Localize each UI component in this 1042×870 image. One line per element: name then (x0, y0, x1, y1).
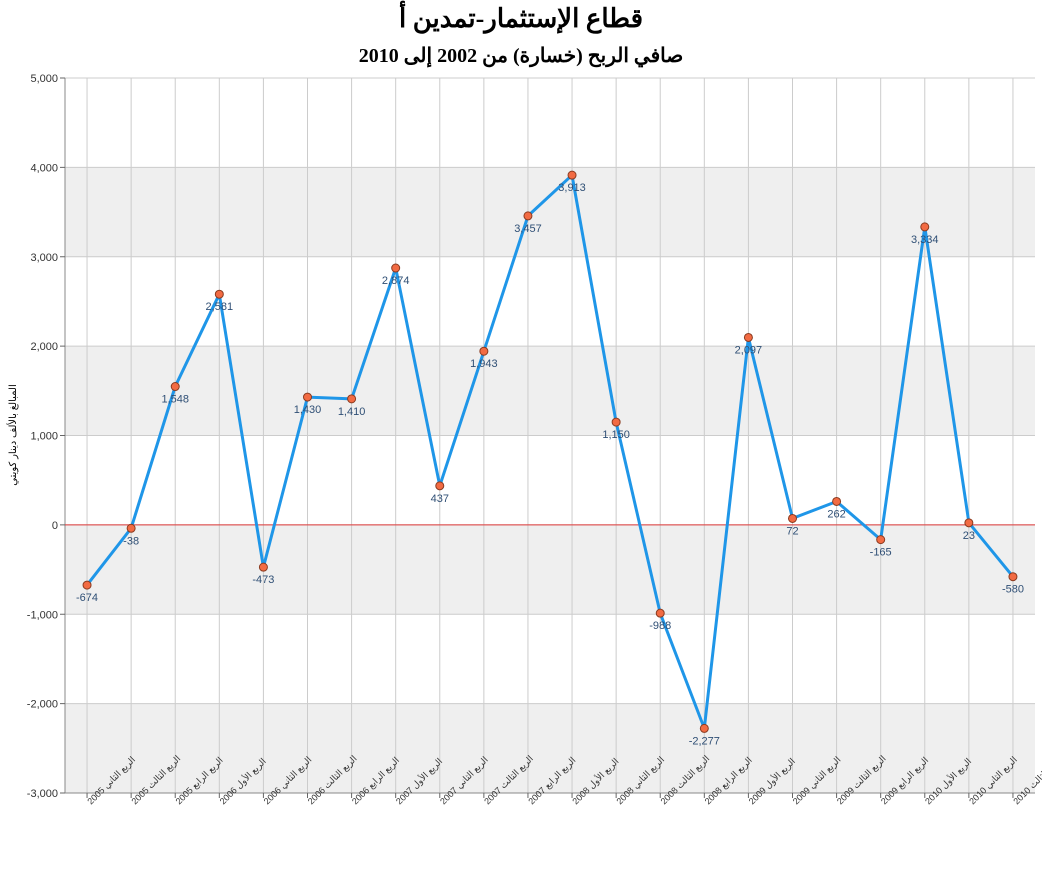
y-tick-label: -1,000 (27, 609, 58, 621)
data-point (435, 481, 445, 491)
data-point (920, 222, 930, 232)
y-tick-label: -3,000 (27, 788, 58, 800)
data-label: 1,943 (470, 358, 498, 370)
data-label: 2,581 (206, 301, 234, 313)
y-tick-label: 3,000 (30, 252, 58, 264)
data-label: 3,913 (558, 182, 586, 194)
data-label: 23 (963, 530, 975, 542)
data-label: 1,410 (338, 406, 366, 418)
y-axis-label: المبالغ بالألف دينار كويتي (6, 384, 19, 486)
data-label: 437 (431, 493, 449, 505)
grid-band (65, 167, 1035, 257)
data-point (170, 382, 180, 392)
data-label: 3,457 (514, 223, 542, 235)
data-point (82, 580, 92, 590)
y-tick-label: 4,000 (30, 162, 58, 174)
data-point (258, 562, 268, 572)
data-point (1008, 572, 1018, 582)
data-label: -2,277 (689, 735, 720, 747)
y-tick-label: -2,000 (27, 699, 58, 711)
data-label: 72 (786, 525, 798, 537)
y-tick-label: 1,000 (30, 431, 58, 443)
data-point (523, 211, 533, 221)
y-tick-label: 0 (52, 520, 58, 532)
data-label: -580 (1002, 584, 1024, 596)
data-point (788, 513, 797, 523)
chart-subtitle: صافي الربح (خسارة) من 2002 إلى 2010 (359, 45, 684, 68)
data-label: 262 (827, 508, 845, 520)
series-line (85, 173, 1015, 730)
data-label: 2,874 (382, 275, 410, 287)
data-point (214, 289, 224, 299)
data-label: -473 (252, 574, 274, 586)
grid-band (65, 703, 1035, 793)
data-label: -165 (870, 547, 892, 559)
data-point (347, 394, 357, 404)
data-label: -674 (76, 592, 98, 604)
data-label: 1,150 (602, 429, 630, 441)
data-point (611, 417, 621, 427)
data-point (655, 608, 665, 618)
data-point (303, 392, 312, 402)
y-tick-label: 2,000 (30, 341, 58, 353)
data-label: 1,430 (294, 404, 322, 416)
data-point (832, 496, 842, 506)
y-tick-label: 5,000 (30, 73, 58, 85)
plot-area: -3,000 -2,000 -1,000 0 1,000 2,000 3,000 4,000 5… (27, 73, 1042, 806)
data-label: 3,334 (911, 234, 939, 246)
data-point (126, 523, 136, 533)
data-point (876, 535, 886, 545)
data-label: 1,548 (161, 394, 189, 406)
data-label: -988 (649, 620, 671, 632)
data-label: 2,097 (735, 344, 763, 356)
chart-title: قطاع الإستثمار-تمدين أ (399, 0, 643, 34)
data-point (567, 170, 577, 180)
data-point (743, 332, 753, 342)
data-point (479, 346, 489, 356)
data-label: -38 (123, 535, 139, 547)
grid-band (65, 524, 1035, 615)
data-point (964, 518, 974, 528)
data-point (699, 723, 709, 733)
data-point (391, 263, 401, 273)
grid-band (65, 346, 1035, 436)
